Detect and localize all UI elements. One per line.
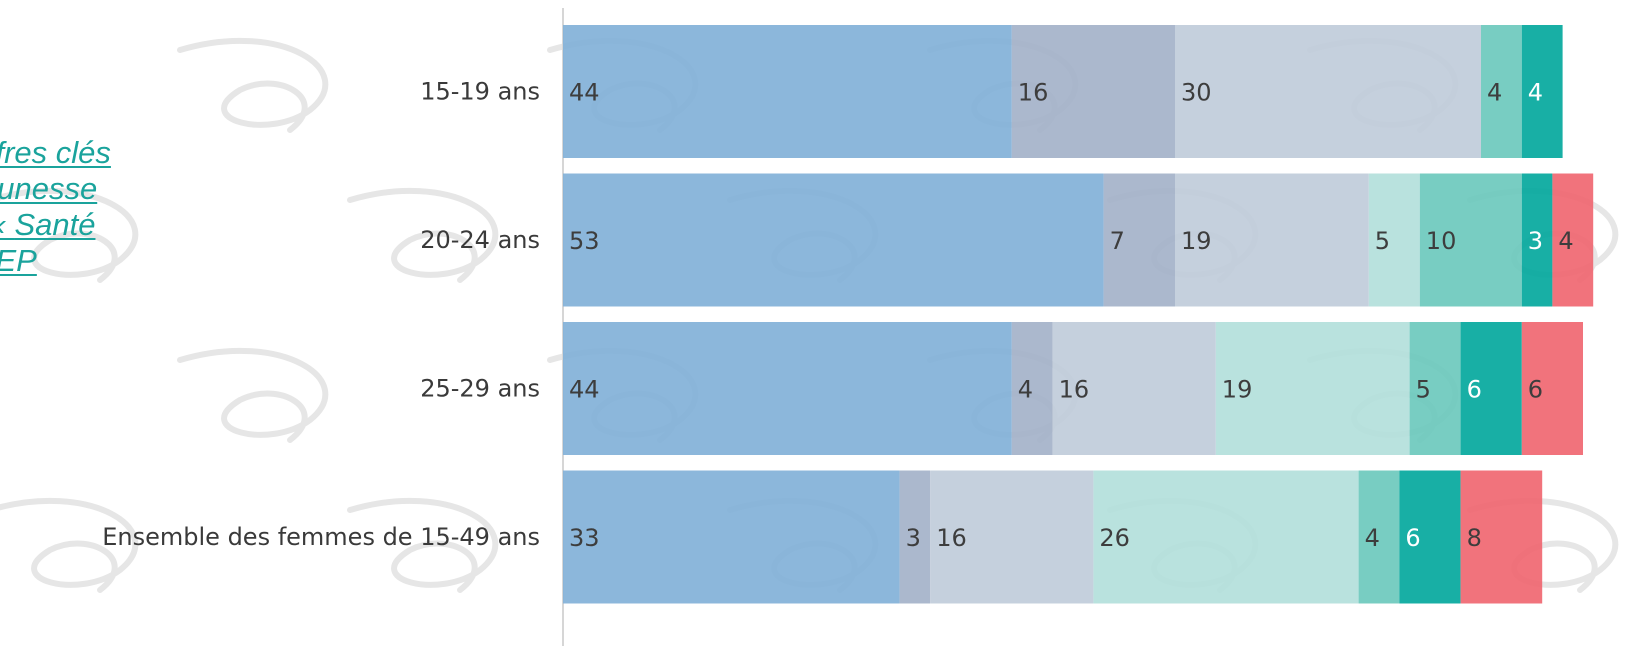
data-label: 44 — [569, 376, 600, 404]
data-label: 16 — [1059, 376, 1090, 404]
data-label: 33 — [569, 524, 600, 552]
data-label: 4 — [1365, 524, 1380, 552]
data-label: 30 — [1181, 79, 1212, 107]
data-label: 7 — [1110, 227, 1125, 255]
bar-segment — [1368, 173, 1420, 307]
category-label: Ensemble des femmes de 15-49 ans — [102, 523, 540, 551]
bar-segment — [1103, 173, 1175, 307]
bar-segment — [1175, 25, 1481, 158]
category-label: 15-19 ans — [420, 78, 540, 106]
bar-segment — [563, 173, 1104, 307]
category-label: 20-24 ans — [420, 226, 540, 254]
bar-segment — [1521, 25, 1563, 158]
bar-segment — [1409, 322, 1461, 455]
data-label: 6 — [1528, 376, 1543, 404]
bar-segment — [1175, 173, 1369, 307]
data-label: 19 — [1181, 227, 1212, 255]
source-link-line-3[interactable]: Santé », — [0, 207, 96, 242]
bar-segment — [1521, 322, 1583, 455]
bar-segment — [1052, 322, 1216, 455]
data-label: 26 — [1099, 524, 1130, 552]
source-link-line-2[interactable]: eunesse — [0, 171, 98, 206]
data-label: 10 — [1426, 227, 1457, 255]
bar-segment — [1011, 25, 1175, 158]
category-label: 25-29 ans — [420, 375, 540, 403]
data-label: 6 — [1467, 376, 1482, 404]
data-label: 8 — [1467, 524, 1482, 552]
source-link-line-4[interactable]: JEP — [0, 243, 37, 278]
data-label: 4 — [1528, 79, 1543, 107]
source-link-line-1[interactable]: iffres clés — [0, 135, 111, 170]
bar-segment — [1399, 470, 1461, 604]
bar-segment — [1011, 322, 1053, 455]
bar-segment — [1215, 322, 1410, 455]
bar-segment — [563, 322, 1012, 455]
bar-segment — [1460, 470, 1543, 604]
data-label: 44 — [569, 79, 600, 107]
bar-segment — [1093, 470, 1359, 604]
bar-segment — [899, 470, 931, 604]
bar-segment — [1460, 322, 1522, 455]
data-label: 4 — [1018, 376, 1033, 404]
bar-segment — [563, 470, 900, 604]
data-label: 3 — [1528, 227, 1543, 255]
bar-segment — [1419, 173, 1522, 307]
bar-segment — [1521, 173, 1553, 307]
bar-segment — [1358, 470, 1400, 604]
data-label: 5 — [1416, 376, 1431, 404]
bar-segment — [1481, 25, 1522, 158]
data-label: 16 — [1018, 79, 1049, 107]
data-label: 5 — [1375, 227, 1390, 255]
data-label: 4 — [1487, 79, 1502, 107]
data-label: 6 — [1405, 524, 1420, 552]
data-label: 53 — [569, 227, 600, 255]
source-link[interactable]: iffres clés eunesse Santé », JEP — [0, 135, 210, 279]
bar-segment — [563, 25, 1012, 158]
bar-segment — [930, 470, 1094, 604]
data-label: 19 — [1222, 376, 1253, 404]
data-label: 4 — [1558, 227, 1573, 255]
data-label: 3 — [906, 524, 921, 552]
bar-segment — [1552, 173, 1594, 307]
data-label: 16 — [936, 524, 967, 552]
